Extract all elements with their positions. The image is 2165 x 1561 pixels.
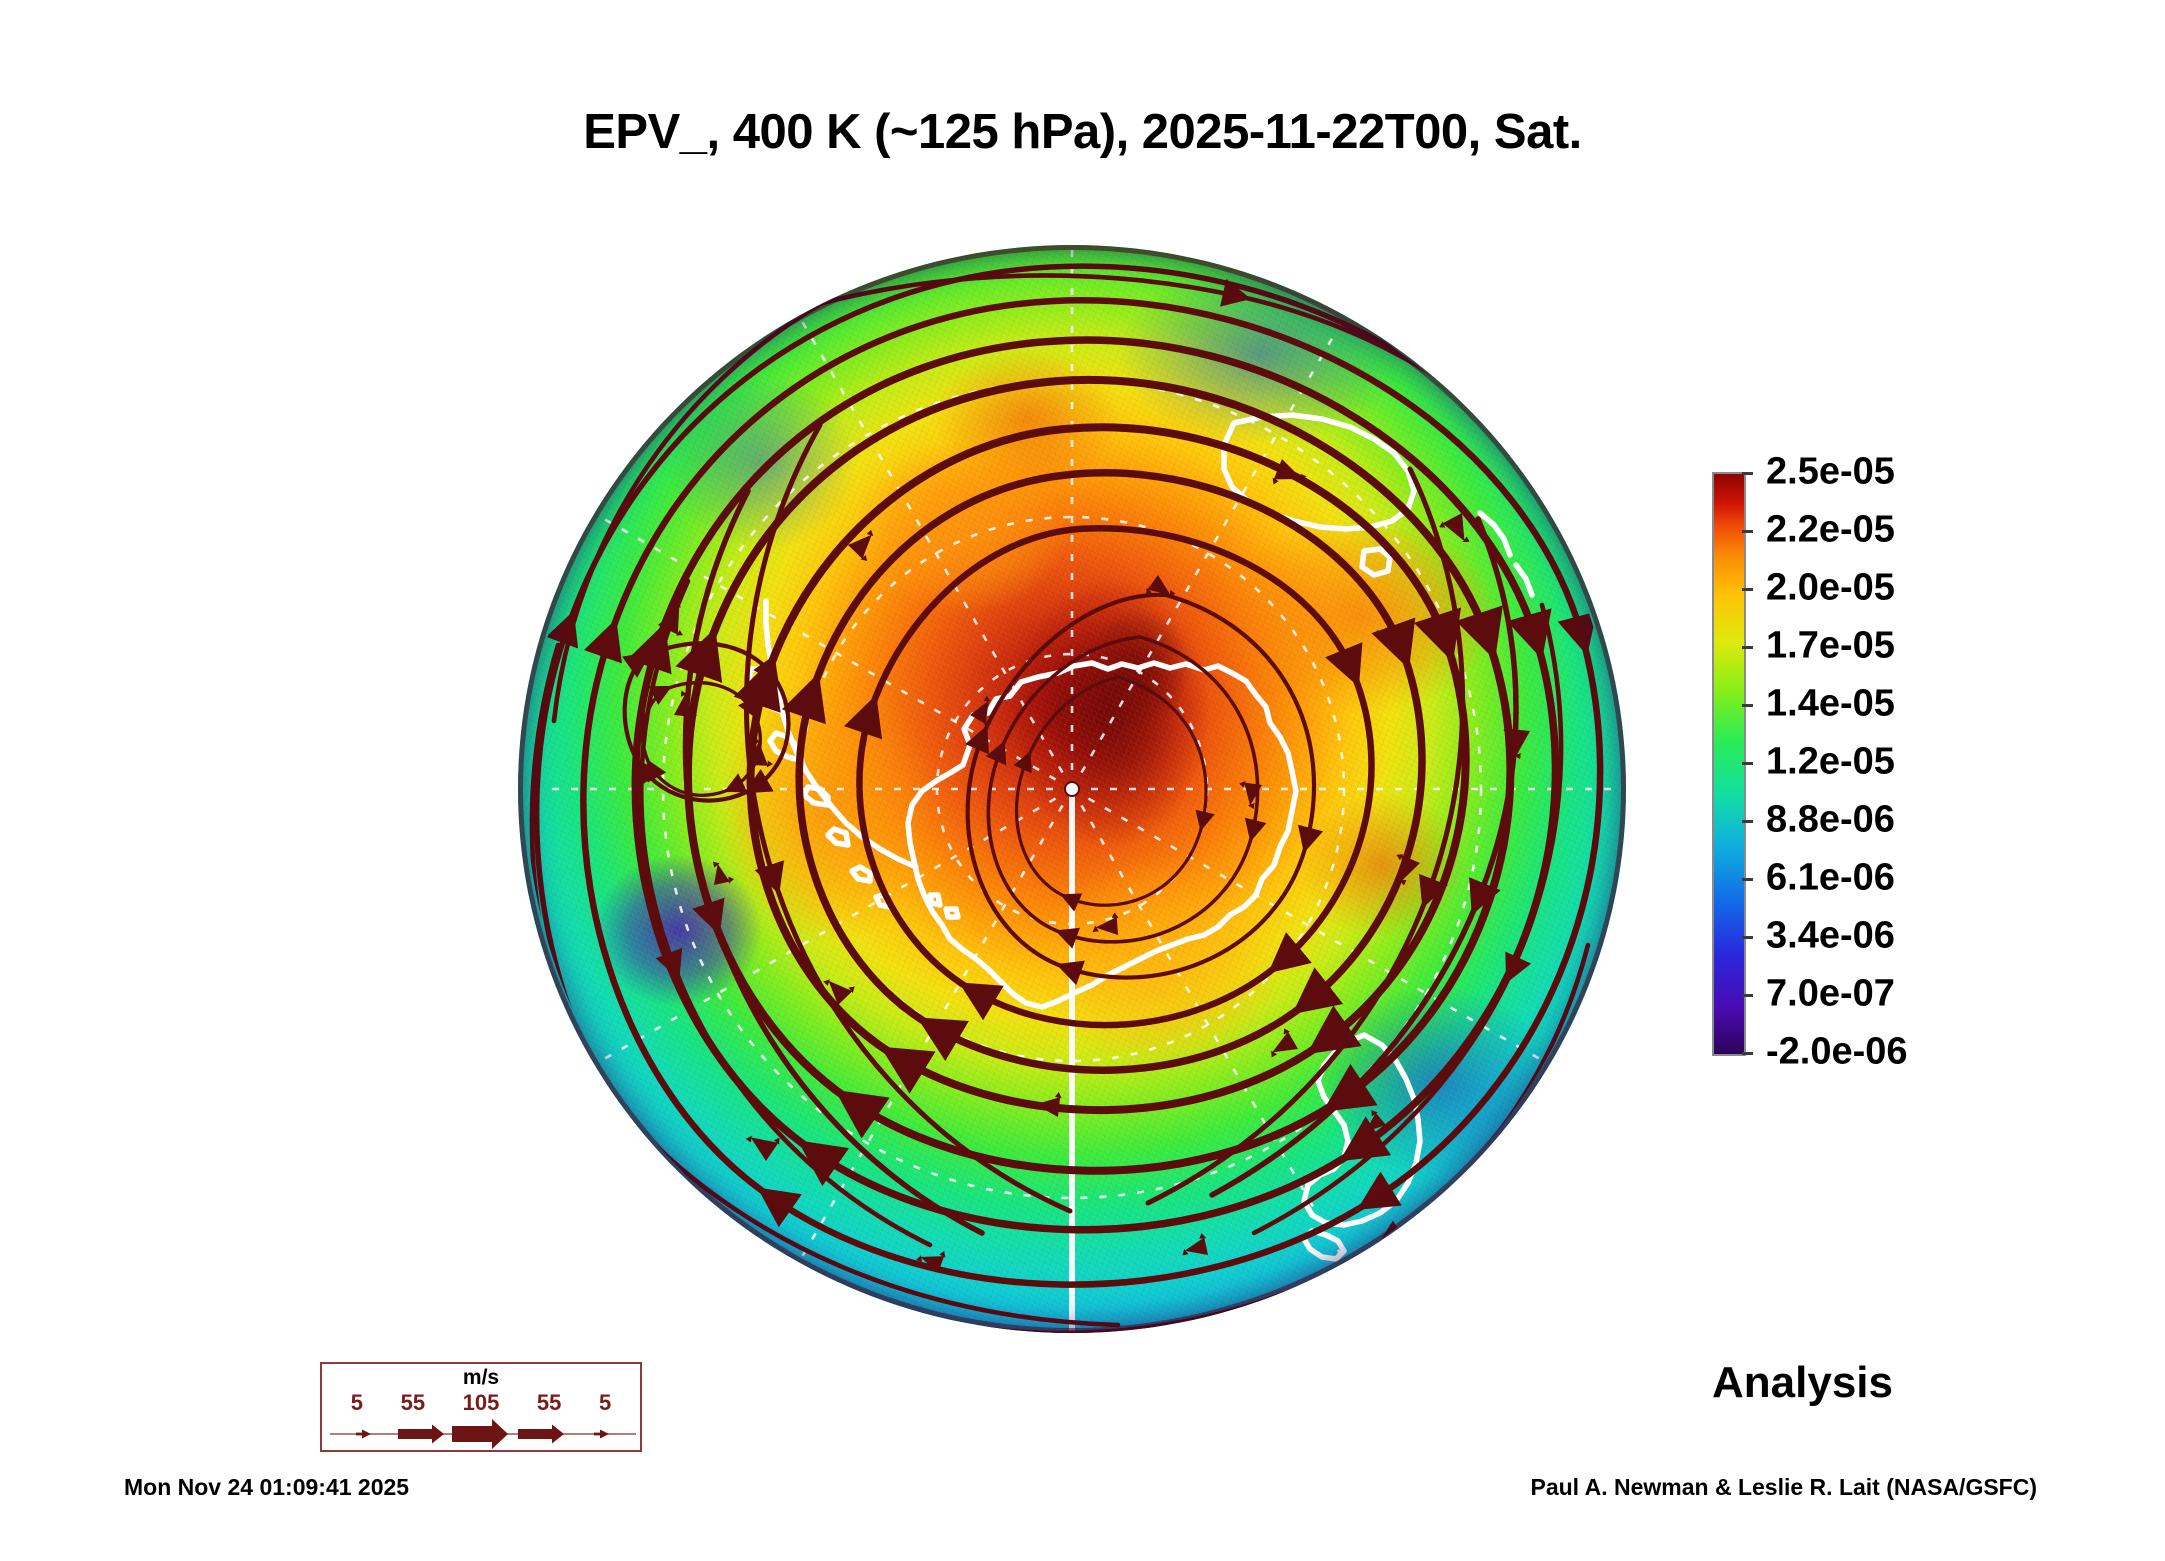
polar-map — [518, 245, 1626, 1333]
colorbar-label: 3.4e-06 — [1766, 914, 1895, 957]
coastline-new-zealand — [1477, 510, 1513, 558]
colorbar-tick — [1742, 530, 1753, 533]
coastline-southern-africa — [1471, 1138, 1583, 1246]
coastline-tasmania — [1359, 546, 1393, 578]
pole-marker — [1064, 781, 1080, 797]
colorbar-tick — [1742, 472, 1753, 475]
colorbar-label: 2.5e-05 — [1766, 450, 1895, 493]
globe-limb — [518, 245, 1626, 1333]
author-credit: Paul A. Newman & Leslie R. Lait (NASA/GS… — [1530, 1474, 2037, 1500]
colorbar-tick — [1742, 936, 1753, 939]
colorbar-tick — [1742, 646, 1753, 649]
wind-tick-labels: 5 55 105 55 5 — [322, 1390, 640, 1416]
wind-tick: 55 — [400, 1390, 426, 1415]
colorbar-tick — [1742, 762, 1753, 765]
colorbar-label: -2.0e-06 — [1766, 1030, 1908, 1073]
wind-tick: 105 — [462, 1390, 500, 1415]
colorbar-label: 7.0e-07 — [1766, 972, 1895, 1015]
generation-timestamp: Mon Nov 24 01:09:41 2025 — [124, 1474, 410, 1500]
colorbar-label: 1.7e-05 — [1766, 624, 1895, 667]
colorbar-tick — [1742, 820, 1753, 823]
wind-tick: 5 — [598, 1390, 612, 1415]
wind-units-label: m/s — [462, 1366, 500, 1389]
colorbar-label: 8.8e-06 — [1766, 798, 1895, 841]
colorbar-label: 2.2e-05 — [1766, 508, 1895, 551]
colorbar-label: 1.2e-05 — [1766, 740, 1895, 783]
coastline-africa-east — [1577, 1084, 1618, 1228]
colorbar-label: 1.4e-05 — [1766, 682, 1895, 725]
streamline-arrowheads — [658, 459, 1530, 1273]
colorbar-tick — [1742, 588, 1753, 591]
analysis-label: Analysis — [1712, 1358, 1893, 1407]
colorbar-tick — [1742, 1052, 1753, 1055]
colorbar-tick — [1742, 994, 1753, 997]
colorbar-tick — [1742, 878, 1753, 881]
page-title: EPV_, 400 K (~125 hPa), 2025-11-22T00, S… — [583, 105, 1582, 159]
wind-arrow-scale — [330, 1419, 636, 1449]
colorbar-tick — [1742, 704, 1753, 707]
coastline-australia — [1221, 412, 1417, 532]
coastline-madagascar — [1601, 1128, 1618, 1156]
map-overlays — [526, 245, 1618, 1333]
wind-speed-legend: m/s 5 55 105 55 5 — [320, 1362, 642, 1452]
wind-tick: 55 — [536, 1390, 562, 1415]
wind-streamlines — [529, 263, 1618, 1333]
colorbar-label: 6.1e-06 — [1766, 856, 1895, 899]
globe-disc — [518, 245, 1626, 1333]
wind-tick: 5 — [350, 1390, 364, 1415]
colorbar-label: 2.0e-05 — [1766, 566, 1895, 609]
colorbar-gradient — [1712, 472, 1746, 1056]
